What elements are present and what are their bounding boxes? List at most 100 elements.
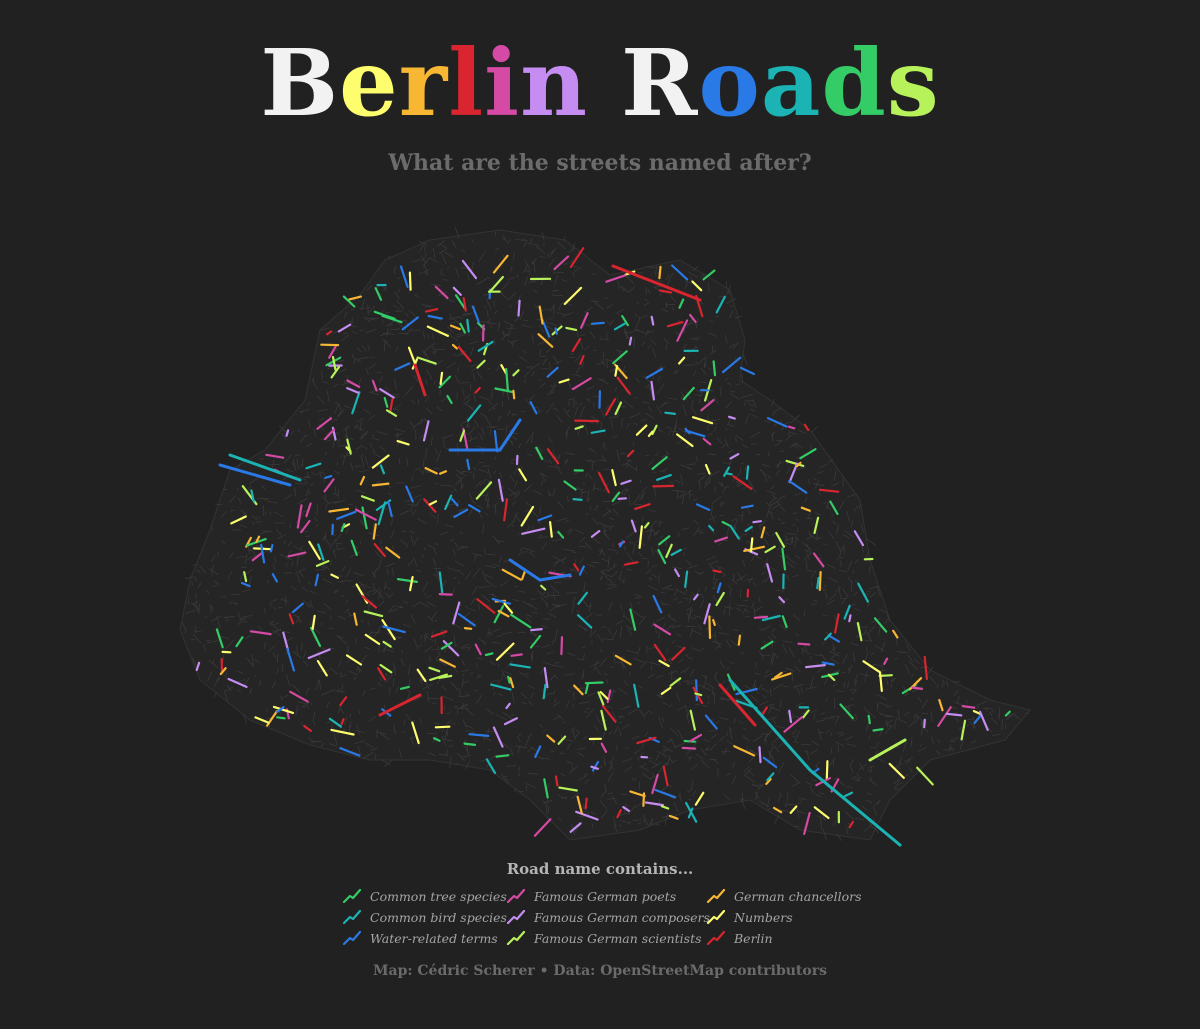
named-road [373, 543, 386, 558]
legend-label: German chancellors [734, 888, 862, 904]
named-road [662, 765, 669, 787]
named-road [633, 683, 640, 708]
named-road [620, 479, 632, 485]
named-road [626, 449, 635, 458]
named-road [382, 625, 406, 634]
legend-item: Numbers [706, 907, 793, 927]
named-road [251, 552, 263, 562]
named-road [389, 398, 394, 413]
named-road [572, 498, 583, 501]
named-road [325, 330, 333, 336]
named-road [760, 640, 774, 650]
named-road [718, 683, 757, 727]
named-road [411, 721, 420, 745]
named-road [666, 320, 684, 328]
named-road [434, 285, 449, 300]
named-road [530, 628, 543, 632]
named-road [491, 597, 511, 605]
named-road [600, 709, 607, 731]
named-road [485, 758, 497, 775]
named-road [492, 726, 504, 748]
named-road [728, 678, 902, 847]
named-road [316, 417, 333, 430]
named-road [669, 677, 682, 687]
named-road [577, 614, 593, 629]
named-road [772, 806, 783, 814]
named-road [452, 286, 462, 297]
named-road [702, 269, 716, 281]
named-road [740, 504, 754, 509]
named-road [467, 404, 482, 422]
named-road [597, 691, 605, 706]
named-road [505, 368, 509, 391]
named-road [330, 365, 341, 379]
named-road [729, 453, 740, 460]
named-road [761, 614, 781, 622]
named-road [416, 668, 427, 683]
named-road [438, 375, 451, 389]
named-road [652, 484, 675, 488]
legend-item: Famous German poets [506, 886, 676, 906]
named-road [695, 503, 711, 511]
named-road [265, 453, 285, 459]
named-road [668, 814, 679, 820]
named-road [348, 295, 362, 301]
road-line-icon [706, 888, 726, 904]
named-road [382, 640, 392, 648]
named-road [537, 514, 553, 522]
named-road [678, 298, 685, 309]
named-road [574, 419, 599, 423]
named-road [813, 806, 830, 820]
named-road [215, 628, 224, 649]
named-road [630, 519, 637, 533]
named-road [474, 643, 482, 656]
named-road [339, 696, 348, 707]
named-road [848, 820, 855, 829]
named-road [492, 254, 509, 274]
legend-item: Famous German composers [506, 907, 710, 927]
named-road [795, 461, 802, 468]
named-road [644, 801, 665, 807]
named-road [289, 690, 309, 703]
named-road [590, 765, 599, 770]
named-road [766, 417, 788, 428]
named-road [426, 325, 449, 337]
named-road [449, 324, 461, 331]
named-road [446, 394, 453, 404]
named-road [323, 478, 335, 493]
named-road [454, 294, 466, 310]
named-road [444, 494, 453, 510]
named-road [783, 716, 804, 733]
legend-label: Famous German scientists [534, 930, 702, 946]
named-road [311, 614, 316, 630]
named-road [843, 604, 851, 620]
named-road [461, 259, 478, 280]
named-road [316, 660, 328, 677]
named-road [466, 318, 470, 333]
named-road [276, 716, 286, 720]
named-road [254, 716, 270, 724]
legend-label: Common bird species [370, 909, 507, 925]
named-road [422, 420, 430, 442]
named-road [636, 736, 657, 745]
named-road [228, 453, 302, 482]
named-road [354, 508, 377, 521]
named-road [621, 314, 629, 327]
named-road [468, 504, 481, 513]
named-road [613, 322, 626, 331]
highlighted-roads [195, 247, 1011, 847]
named-road [744, 525, 753, 532]
named-road [797, 642, 811, 646]
named-road [745, 465, 750, 480]
named-road [700, 399, 715, 412]
named-road [692, 593, 699, 601]
named-road [569, 247, 585, 268]
title-letter: R [621, 29, 699, 137]
named-road [650, 380, 655, 401]
named-road [739, 366, 756, 376]
named-road [704, 463, 711, 475]
title-letter: i [484, 29, 521, 137]
legend-label: Numbers [734, 909, 793, 925]
named-road [712, 619, 716, 626]
named-road [658, 659, 670, 668]
